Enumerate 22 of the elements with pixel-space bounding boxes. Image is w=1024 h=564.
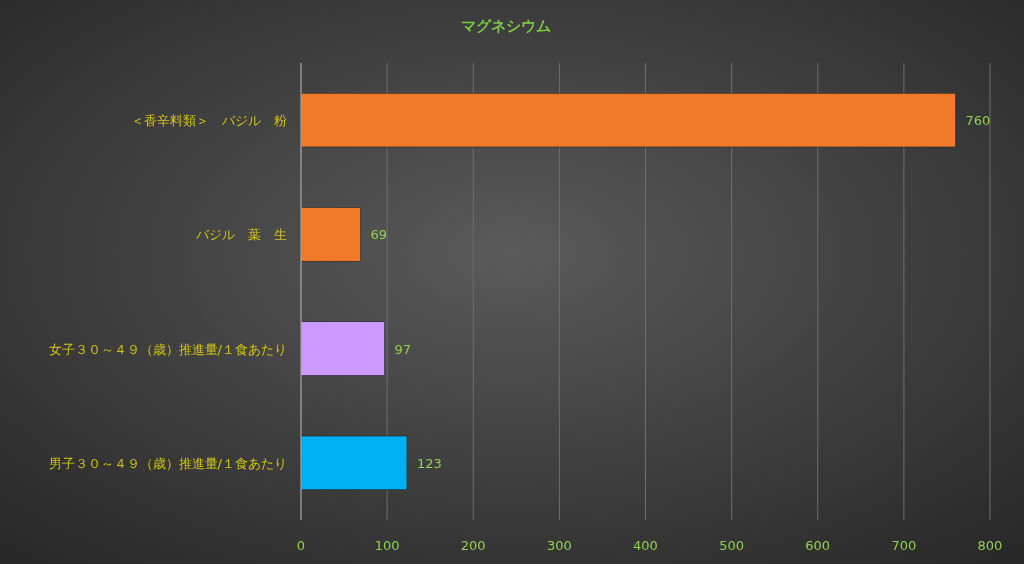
x-tick-label: 0 <box>296 538 306 553</box>
bar <box>300 321 385 376</box>
data-label: 760 <box>965 113 991 129</box>
data-label: 97 <box>394 341 412 357</box>
x-tick-label: 400 <box>633 538 658 553</box>
y-tick-label: ＜香辛料類＞ バジル 粉 <box>131 113 287 129</box>
x-tick-label: 800 <box>977 538 1003 553</box>
x-tick-label: 600 <box>805 538 831 553</box>
data-label: 69 <box>370 227 387 243</box>
bar <box>300 207 361 262</box>
bar <box>300 435 408 490</box>
y-tick-label: 男子３０～４９（歳）推進量/１食あたり <box>48 455 287 471</box>
y-tick-label: バジル 葉 生 <box>195 227 287 243</box>
bar <box>300 93 956 148</box>
y-tick-label: 女子３０～４９（歳）推進量/１食あたり <box>48 341 287 357</box>
data-label: 123 <box>416 455 442 471</box>
x-tick-label: 700 <box>891 538 917 553</box>
x-tick-label: 100 <box>374 538 400 553</box>
x-tick-label: 300 <box>546 538 572 553</box>
x-tick-label: 500 <box>719 538 745 553</box>
x-tick-label: 200 <box>460 538 486 553</box>
chart-title: マグネシウム <box>460 17 551 35</box>
